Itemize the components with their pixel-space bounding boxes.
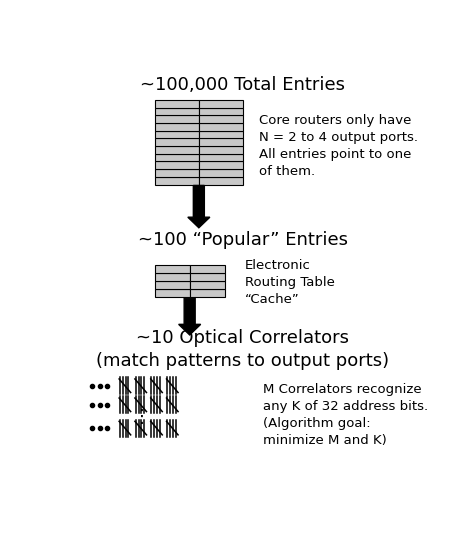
Bar xyxy=(155,139,199,146)
Bar xyxy=(155,100,199,108)
Bar xyxy=(199,131,243,139)
Bar xyxy=(155,131,199,139)
FancyArrow shape xyxy=(188,185,210,228)
Bar xyxy=(155,177,199,185)
Bar xyxy=(155,169,199,177)
Bar xyxy=(199,154,243,162)
Bar xyxy=(199,139,243,146)
Bar xyxy=(190,281,225,289)
Bar xyxy=(155,162,199,169)
Bar xyxy=(199,116,243,123)
Bar xyxy=(155,154,199,162)
Bar xyxy=(155,108,199,115)
Bar xyxy=(155,123,199,131)
FancyArrow shape xyxy=(179,298,201,335)
Bar xyxy=(155,265,190,273)
Bar xyxy=(199,100,243,108)
Text: ~100 “Popular” Entries: ~100 “Popular” Entries xyxy=(138,230,348,249)
Text: Electronic
Routing Table
“Cache”: Electronic Routing Table “Cache” xyxy=(245,260,335,306)
Text: ~100,000 Total Entries: ~100,000 Total Entries xyxy=(140,76,346,94)
Bar xyxy=(155,146,199,154)
Bar xyxy=(190,273,225,281)
Bar xyxy=(155,273,190,281)
Bar xyxy=(199,108,243,115)
Text: Core routers only have
N = 2 to 4 output ports.
All entries point to one
of them: Core routers only have N = 2 to 4 output… xyxy=(259,114,419,178)
Bar xyxy=(155,281,190,289)
Bar xyxy=(190,265,225,273)
Text: ⋮: ⋮ xyxy=(133,408,151,426)
Bar xyxy=(155,289,190,297)
Text: ~10 Optical Correlators
(match patterns to output ports): ~10 Optical Correlators (match patterns … xyxy=(96,329,390,370)
Bar xyxy=(199,177,243,185)
Bar xyxy=(199,123,243,131)
Bar xyxy=(199,146,243,154)
Bar xyxy=(199,169,243,177)
Bar xyxy=(155,116,199,123)
Text: M Correlators recognize
any K of 32 address bits.
(Algorithm goal:
minimize M an: M Correlators recognize any K of 32 addr… xyxy=(263,383,428,447)
Bar xyxy=(190,289,225,297)
Bar xyxy=(199,162,243,169)
